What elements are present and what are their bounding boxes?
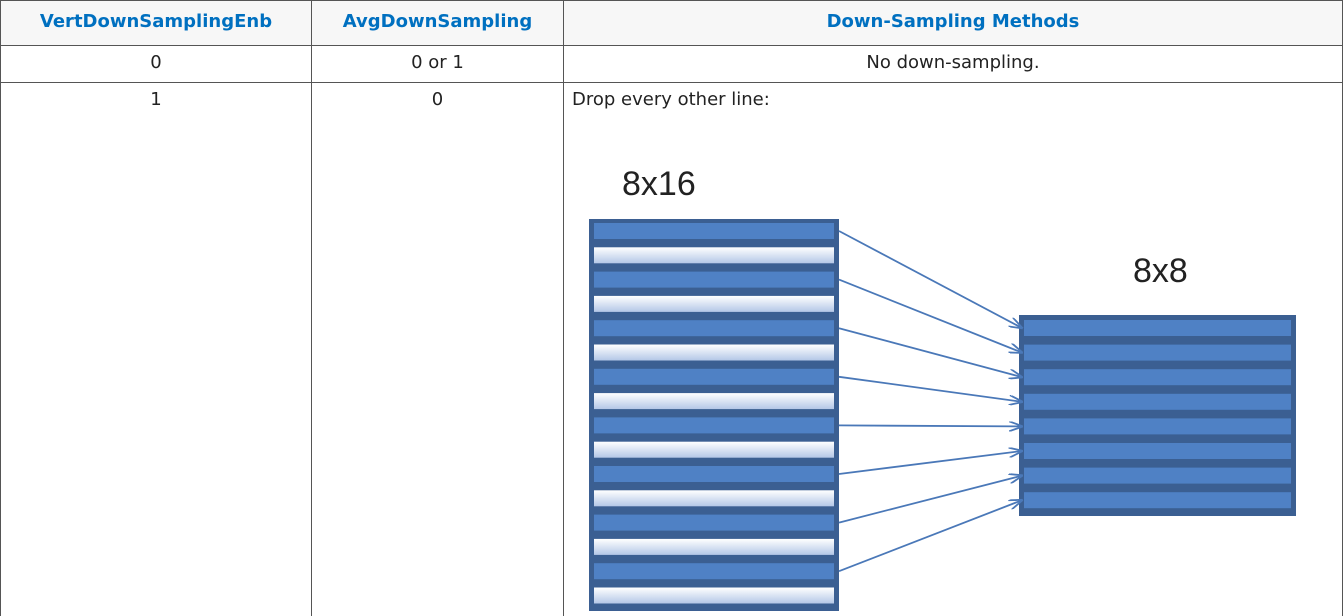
source-line — [594, 247, 834, 263]
source-line — [594, 417, 834, 433]
source-line — [594, 345, 834, 361]
arrow — [839, 451, 1022, 474]
source-line — [594, 296, 834, 312]
source-line — [594, 539, 834, 555]
target-line — [1024, 394, 1291, 410]
arrow — [839, 476, 1022, 523]
target-line — [1024, 468, 1291, 484]
target-line — [1024, 492, 1291, 508]
source-line — [594, 466, 834, 482]
source-line — [594, 320, 834, 336]
page: VertDownSamplingEnb AvgDownSampling Down… — [0, 0, 1343, 616]
source-line — [594, 272, 834, 288]
arrow — [839, 280, 1022, 353]
target-line — [1024, 320, 1291, 336]
target-line — [1024, 345, 1291, 361]
source-line — [594, 393, 834, 409]
arrow — [839, 500, 1022, 571]
target-line — [1024, 418, 1291, 434]
diagram: 8x16 8x8 — [0, 0, 1343, 616]
arrow — [839, 328, 1022, 377]
target-label: 8x8 — [1133, 252, 1188, 290]
source-line — [594, 369, 834, 385]
source-line — [594, 442, 834, 458]
source-line — [594, 515, 834, 531]
target-line — [1024, 369, 1291, 385]
arrow — [839, 231, 1022, 328]
arrow — [839, 425, 1022, 426]
source-line — [594, 588, 834, 604]
source-line — [594, 563, 834, 579]
target-line — [1024, 443, 1291, 459]
source-line — [594, 490, 834, 506]
source-line — [594, 223, 834, 239]
source-label: 8x16 — [622, 165, 696, 203]
arrow — [839, 377, 1022, 402]
